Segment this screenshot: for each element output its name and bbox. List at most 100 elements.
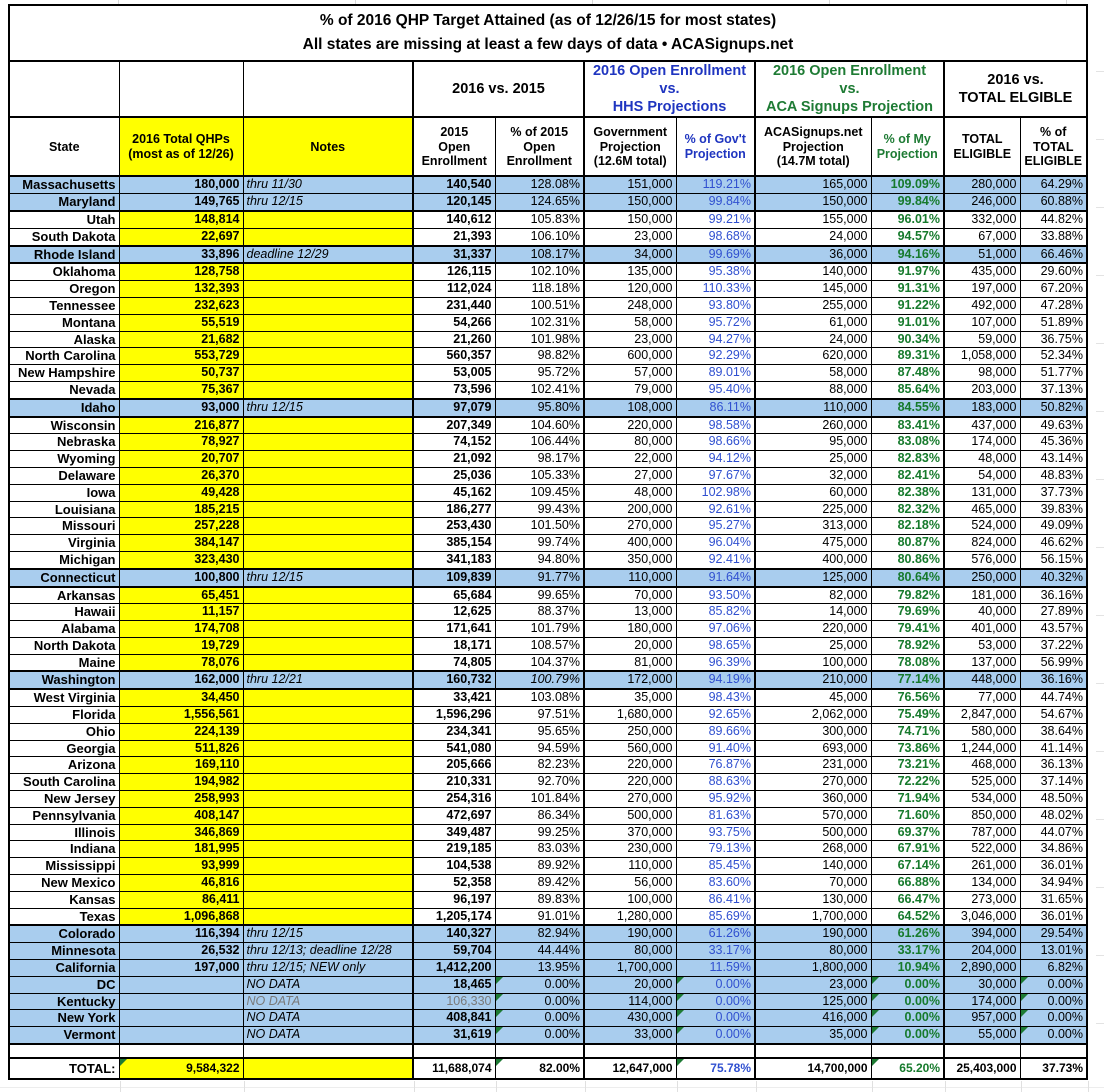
cell-2015-open-enrollment[interactable]: 254,316 [412, 790, 496, 808]
cell-state[interactable]: South Carolina [8, 773, 120, 792]
cell-pct-of-2015[interactable]: 91.01% [494, 907, 585, 926]
cell-notes[interactable] [242, 620, 414, 638]
cell-2015-open-enrollment[interactable]: 65,684 [412, 585, 496, 605]
cell-notes[interactable]: thru 12/15; NEW only [242, 959, 414, 977]
cell-state[interactable]: Montana [8, 313, 120, 332]
cell-2016-total-qhps[interactable]: 197,000 [118, 959, 244, 977]
cell-acasignups-projection[interactable]: 2,062,000 [754, 706, 872, 724]
cell-pct-of-my-projection[interactable]: 73.86% [870, 739, 945, 758]
cell-state[interactable]: New Mexico [8, 874, 120, 892]
cell-acasignups-projection[interactable]: 500,000 [754, 823, 872, 842]
cell-2016-total-qhps[interactable]: 116,394 [118, 924, 244, 944]
cell-government-projection[interactable]: 135,000 [583, 262, 677, 282]
cell-2016-total-qhps[interactable]: 384,147 [118, 534, 244, 552]
cell-government-projection[interactable]: 370,000 [583, 823, 677, 842]
cell-pct-of-total-eligible[interactable]: 47.28% [1019, 296, 1088, 315]
cell-2016-total-qhps[interactable] [118, 1009, 244, 1028]
cell-pct-of-my-projection[interactable]: 96.01% [870, 210, 945, 229]
cell-total-eligible[interactable]: 465,000 [943, 500, 1021, 519]
cell-2015-open-enrollment[interactable]: 207,349 [412, 416, 496, 435]
cell-pct-of-my-projection[interactable]: 75.49% [870, 706, 945, 724]
cell-total-eligible[interactable]: 524,000 [943, 517, 1021, 536]
cell-2016-total-qhps[interactable]: 1,556,561 [118, 706, 244, 724]
cell-notes[interactable] [242, 907, 414, 926]
cell-pct-of-2015[interactable]: 89.83% [494, 890, 585, 909]
cell-pct-of-total-eligible[interactable]: 31.65% [1019, 890, 1088, 909]
cell-pct-of-my-projection[interactable]: 83.08% [870, 433, 945, 452]
cell-2015-open-enrollment[interactable]: 1,205,174 [412, 907, 496, 926]
cell-total-eligible[interactable]: 824,000 [943, 534, 1021, 552]
cell-state[interactable]: Kansas [8, 890, 120, 909]
cell-state[interactable]: Arizona [8, 756, 120, 775]
cell-state[interactable]: Washington [8, 670, 120, 691]
cell-pct-of-gov-projection[interactable]: 95.92% [675, 790, 756, 808]
cell-total-eligible[interactable]: 55,000 [943, 1026, 1021, 1046]
cell-pct-of-2015[interactable]: 95.80% [494, 397, 585, 418]
cell-2015-open-enrollment[interactable]: 73,596 [412, 380, 496, 400]
cell-2016-total-qhps[interactable]: 408,147 [118, 806, 244, 825]
cell-state[interactable]: Indiana [8, 840, 120, 859]
cell-pct-of-my-projection[interactable]: 66.47% [870, 890, 945, 909]
cell-2016-total-qhps[interactable]: 224,139 [118, 722, 244, 741]
cell-government-projection[interactable]: 80,000 [583, 942, 677, 961]
cell-notes[interactable] [242, 500, 414, 519]
cell-total-eligible[interactable]: 332,000 [943, 210, 1021, 229]
cell-pct-of-total-eligible[interactable]: 29.54% [1019, 924, 1088, 944]
cell-2016-total-qhps[interactable]: 26,370 [118, 466, 244, 485]
cell-total-eligible[interactable]: 30,000 [943, 975, 1021, 994]
spacer-cell[interactable] [943, 1043, 1021, 1059]
cell-government-projection[interactable]: 13,000 [583, 603, 677, 622]
cell-acasignups-projection[interactable]: 1,800,000 [754, 959, 872, 977]
cell-notes[interactable] [242, 416, 414, 435]
cell-pct-of-my-projection[interactable]: 89.31% [870, 347, 945, 366]
cell-2016-total-qhps[interactable]: 148,814 [118, 210, 244, 229]
cell-pct-of-my-projection[interactable]: 0.00% [870, 1009, 945, 1028]
cell-2016-total-qhps[interactable]: 162,000 [118, 670, 244, 691]
cell-pct-of-gov-projection[interactable]: 110.33% [675, 280, 756, 298]
cell-government-projection[interactable]: 22,000 [583, 450, 677, 468]
cell-state[interactable]: North Dakota [8, 636, 120, 655]
cell-acasignups-projection[interactable]: 1,700,000 [754, 907, 872, 926]
cell-total-eligible[interactable]: 203,000 [943, 380, 1021, 400]
cell-pct-of-gov-projection[interactable]: 85.45% [675, 857, 756, 876]
cell-pct-of-total-eligible[interactable]: 0.00% [1019, 1009, 1088, 1028]
cell-government-projection[interactable]: 79,000 [583, 380, 677, 400]
cell-2015-open-enrollment[interactable]: 106,330 [412, 992, 496, 1011]
cell-acasignups-projection[interactable]: 95,000 [754, 433, 872, 452]
cell-pct-of-gov-projection[interactable]: 11.59% [675, 959, 756, 977]
cell-pct-of-my-projection[interactable]: 0.00% [870, 1026, 945, 1046]
spacer-cell[interactable] [675, 1043, 756, 1059]
cell-pct-of-my-projection[interactable]: 80.86% [870, 550, 945, 570]
cell-pct-of-2015[interactable]: 95.65% [494, 722, 585, 741]
cell-pct-of-2015[interactable]: 99.25% [494, 823, 585, 842]
cell-2016-total-qhps[interactable]: 216,877 [118, 416, 244, 435]
cell-state[interactable]: Louisiana [8, 500, 120, 519]
cell-total-eligible[interactable]: 957,000 [943, 1009, 1021, 1028]
cell-2015-open-enrollment[interactable]: 31,337 [412, 244, 496, 265]
cell-acasignups-projection[interactable]: 58,000 [754, 364, 872, 382]
cell-acasignups-projection[interactable]: 165,000 [754, 175, 872, 195]
col-header-pct-of-2015[interactable]: % of 2015 Open Enrollment [494, 116, 585, 178]
cell-pct-of-my-projection[interactable]: 109.09% [870, 175, 945, 195]
cell-acasignups-projection[interactable]: 125,000 [754, 567, 872, 588]
cell-total-eligible[interactable]: 394,000 [943, 924, 1021, 944]
cell-notes[interactable] [242, 347, 414, 366]
cell-notes[interactable]: NO DATA [242, 975, 414, 994]
cell-2016-total-qhps[interactable]: 50,737 [118, 364, 244, 382]
cell-2015-open-enrollment[interactable]: 349,487 [412, 823, 496, 842]
cell-pct-of-gov-projection[interactable]: 98.65% [675, 636, 756, 655]
cell-total-eligible[interactable]: 181,000 [943, 585, 1021, 605]
cell-pct-of-my-projection[interactable]: 79.69% [870, 603, 945, 622]
cell-2016-total-qhps[interactable]: 26,532 [118, 942, 244, 961]
cell-2015-open-enrollment[interactable]: 104,538 [412, 857, 496, 876]
cell-pct-of-gov-projection[interactable]: 0.00% [675, 975, 756, 994]
cell-pct-of-total-eligible[interactable]: 34.86% [1019, 840, 1088, 859]
cell-acasignups-projection[interactable]: 360,000 [754, 790, 872, 808]
cell-2016-total-qhps[interactable]: 346,869 [118, 823, 244, 842]
cell-2015-open-enrollment[interactable]: 112,024 [412, 280, 496, 298]
cell-2015-open-enrollment[interactable]: 18,171 [412, 636, 496, 655]
cell-2016-total-qhps[interactable]: 258,993 [118, 790, 244, 808]
cell-state[interactable]: Massachusetts [8, 175, 120, 195]
cell-pct-of-gov-projection[interactable]: 0.00% [675, 992, 756, 1011]
cell-2016-total-qhps[interactable]: 169,110 [118, 756, 244, 775]
